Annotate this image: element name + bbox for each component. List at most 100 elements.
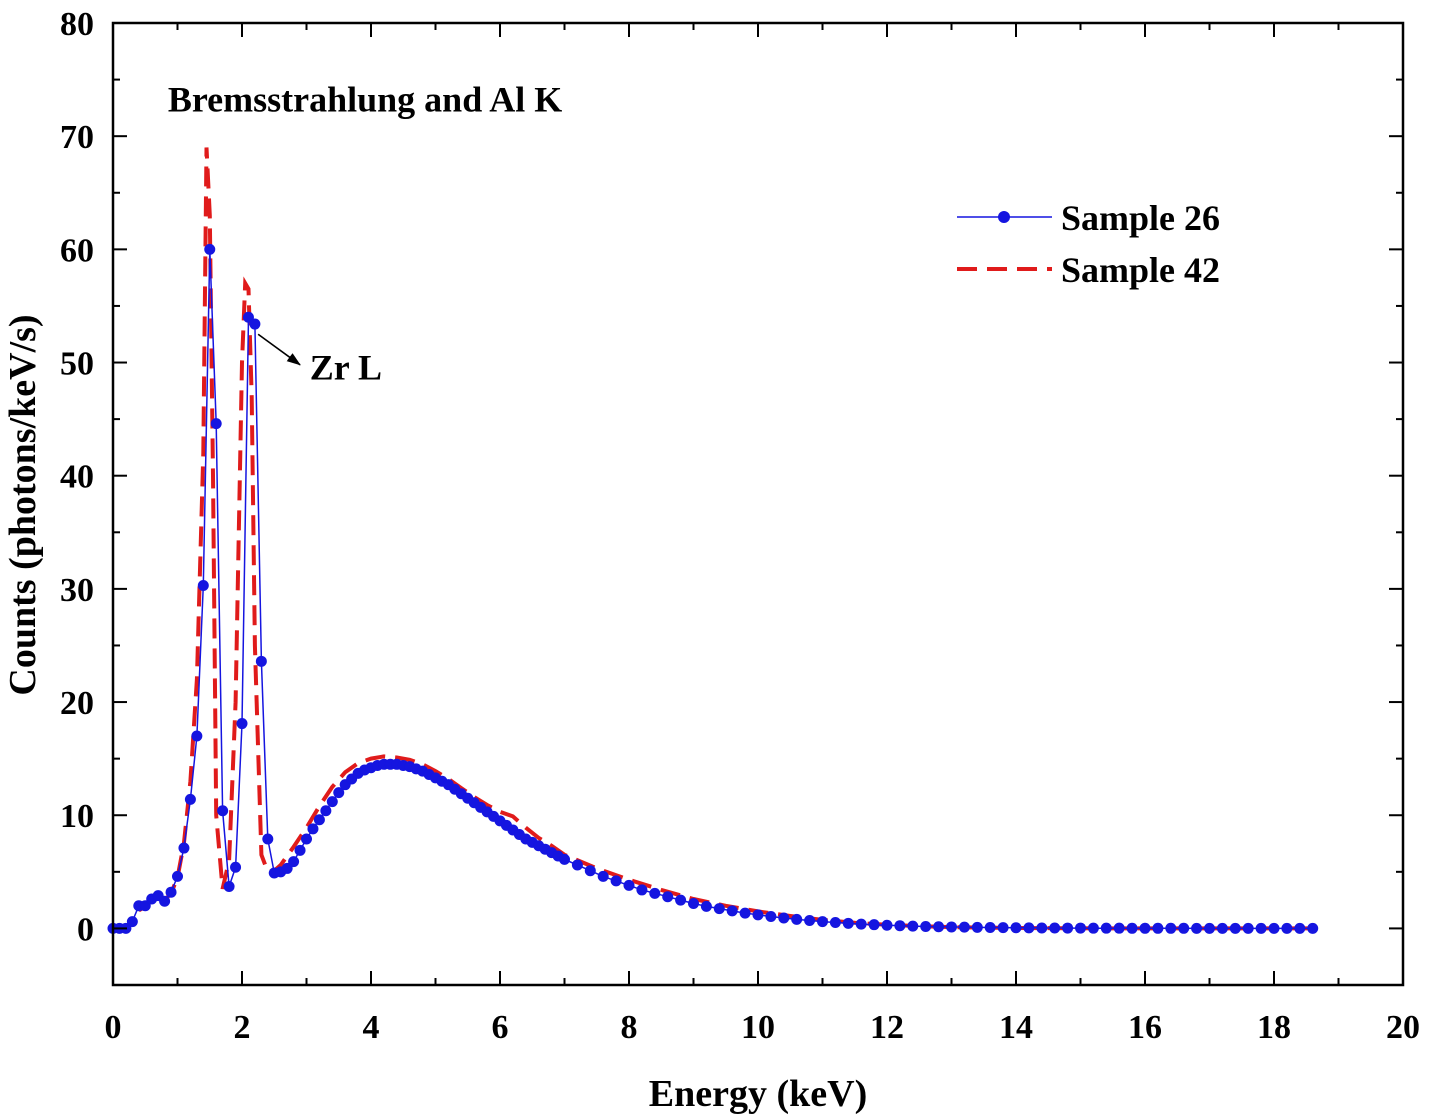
sample-26-point [791,913,803,925]
sample-26-point [920,920,932,932]
annotation-zr-l: Zr L [310,348,382,388]
sample-26-point [868,919,880,931]
sample-26-point [597,870,609,882]
sample-26-point [1204,922,1215,934]
x-tick-label: 6 [492,1009,509,1046]
sample-26-point [1087,922,1099,934]
sample-26-point [1242,922,1254,934]
sample-26-point [584,865,596,877]
y-tick-label: 40 [60,459,94,496]
x-axis-title: Energy (keV) [649,1073,867,1115]
sample-26-point [313,814,325,826]
sample-26-point [288,856,300,868]
sample-26-point [559,853,570,865]
sample-26-point [649,887,661,899]
sample-26-point [197,579,209,591]
sample-26-point [230,861,242,873]
x-tick-label: 14 [999,1009,1033,1046]
sample-26-point [1139,922,1151,934]
sample-26-point [1010,922,1022,934]
sample-26-point [571,859,583,871]
sample-26-point [907,920,919,932]
x-tick-label: 18 [1257,1009,1291,1046]
sample-26-point [1229,922,1241,934]
sample-26-point [804,914,816,926]
y-tick-label: 0 [77,911,94,948]
y-tick-label: 30 [60,572,94,609]
sample-26-point [184,793,196,805]
x-tick-label: 16 [1128,1009,1162,1046]
x-tick-label: 0 [105,1009,122,1046]
sample-26-point [126,916,138,928]
x-tick-label: 10 [741,1009,775,1046]
legend: Sample 26 Sample 42 [957,198,1220,290]
sample-26-point [829,917,841,929]
sample-26-point [333,787,345,799]
sample-26-point [726,905,738,917]
sample-26-point [1255,922,1267,934]
sample-26-point [1216,922,1228,934]
sample-26-point [262,833,274,845]
sample-26-point [307,823,319,835]
sample-26-point [1062,922,1074,934]
sample-26-point [688,898,699,910]
sample-26-point [236,718,248,730]
sample-26-point [165,886,177,898]
sample-26-point [249,318,261,330]
sample-26-point [1100,922,1112,934]
sample-26-point [294,844,306,856]
axes-group: 0 2 4 6 8 10 12 14 16 18 20 0 10 20 30 40 50 60 70 80 [60,6,1420,1046]
y-tick-label: 70 [60,119,94,156]
sample-26-point [178,842,190,854]
sample-26-point [1049,922,1061,934]
sample-26-point [301,833,312,845]
sample-26-point [1307,922,1319,934]
legend-marker-sample-26 [998,211,1010,223]
sample-26-point [320,805,332,817]
sample-26-point [610,875,622,887]
annotation-bremsstrahlung: Bremsstrahlung and Al K [168,79,562,119]
sample-26-point [1294,922,1306,934]
sample-26-point [752,909,764,921]
x-tick-label: 2 [234,1009,251,1046]
sample-26-point [662,891,674,903]
sample-26-point [855,918,867,930]
sample-26-point [817,916,828,928]
sample-26-point [1152,922,1164,934]
sample-26-point [210,418,222,430]
sample-26-point [1075,922,1086,934]
sample-26-point [765,911,777,923]
sample-26-point [933,921,945,933]
y-tick-label: 20 [60,685,94,722]
x-tick-label: 12 [870,1009,904,1046]
sample-26-point [159,895,171,907]
series-sample-26-group [107,243,1319,934]
sample-26-point [1126,922,1138,934]
sample-26-point [204,243,216,255]
y-tick-label: 50 [60,346,94,383]
series-sample-26-line [113,249,1313,930]
annotation-arrow [257,333,301,366]
sample-26-point [713,903,725,915]
sample-26-point [1191,922,1203,934]
x-tick-label: 4 [363,1009,380,1046]
series-sample-42-group [137,147,1313,931]
sample-26-point [1178,922,1190,934]
x-tick-label: 20 [1386,1009,1420,1046]
x-tick-label: 8 [621,1009,638,1046]
sample-26-point [1268,922,1280,934]
sample-26-point [636,884,648,896]
sample-26-point [172,870,183,882]
series-sample-42-line [137,147,1313,931]
sample-26-point [191,730,203,742]
y-tick-label: 60 [60,232,94,269]
sample-26-point [255,655,267,667]
sample-26-point [217,805,229,817]
sample-26-point [700,900,712,912]
sample-26-point [1023,922,1035,934]
legend-label-sample-26: Sample 26 [1061,198,1220,238]
sample-26-point [971,921,983,933]
legend-label-sample-42: Sample 42 [1061,250,1220,290]
sample-26-point [1113,922,1125,934]
